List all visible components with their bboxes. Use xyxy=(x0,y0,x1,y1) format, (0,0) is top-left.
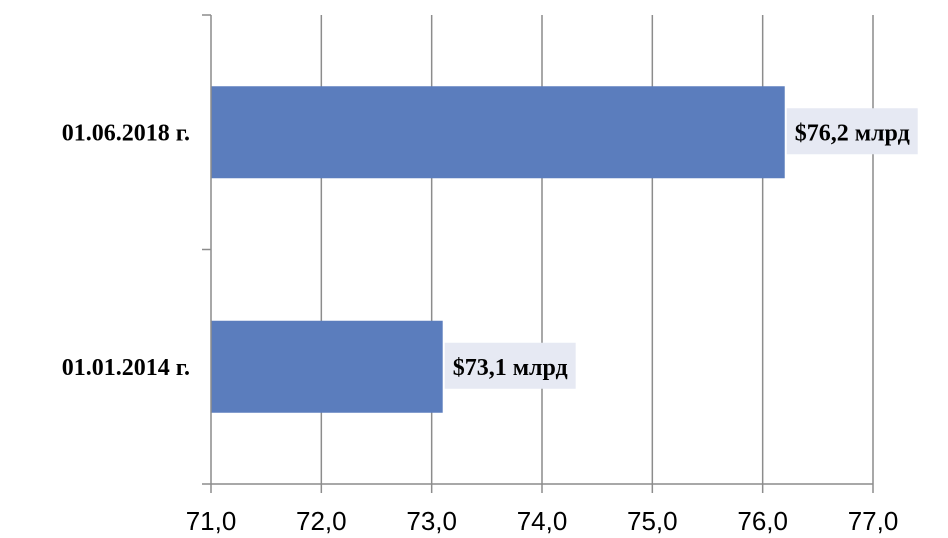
x-tick-label: 77,0 xyxy=(848,506,899,536)
category-label: 01.01.2014 г. xyxy=(62,355,190,381)
data-label-background xyxy=(786,108,918,155)
bar xyxy=(211,86,785,179)
bars xyxy=(211,86,785,413)
x-tick-label: 75,0 xyxy=(627,506,678,536)
labels: 01.06.2018 г. $76,2 млрд 01.01.2014 г. $73,… xyxy=(62,108,918,389)
axes: 71,0 72,0 73,0 74,0 75,0 76,0 77,0 xyxy=(186,14,899,536)
gridlines xyxy=(320,15,874,484)
x-tick-label: 72,0 xyxy=(296,506,347,536)
data-label: $73,1 млрд xyxy=(453,355,568,381)
data-label-background xyxy=(444,342,576,389)
data-label: $76,2 млрд xyxy=(795,120,910,146)
bar xyxy=(211,320,443,413)
category-label: 01.06.2018 г. xyxy=(62,120,190,146)
x-tick-label: 73,0 xyxy=(406,506,457,536)
x-tick-label: 71,0 xyxy=(186,506,237,536)
x-tick-label: 74,0 xyxy=(517,506,568,536)
x-tick-label: 76,0 xyxy=(737,506,788,536)
